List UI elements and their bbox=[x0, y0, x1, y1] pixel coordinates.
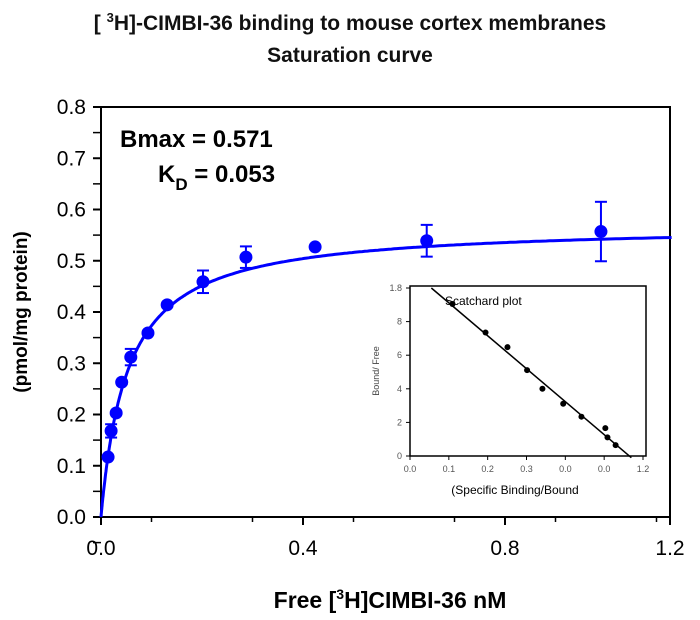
inset-regression-line bbox=[430, 287, 632, 459]
bmax-annotation: Bmax = 0.571 bbox=[120, 126, 273, 153]
data-point bbox=[594, 225, 608, 239]
x-tick-label: 0.4 bbox=[288, 537, 318, 560]
inset-data-point bbox=[539, 385, 546, 392]
inset-x-axis-label: (Specific Binding/Bound bbox=[451, 483, 578, 497]
y-axis-label: (pmol/mg protein) bbox=[11, 231, 32, 392]
inset-x-tick-label: 0.2 bbox=[481, 464, 494, 474]
inset-x-tick-label: 0.3 bbox=[520, 464, 533, 474]
inset-y-tick-label: 4 bbox=[397, 384, 402, 394]
inset-data-point bbox=[612, 442, 619, 449]
inset-y-tick-label: 2 bbox=[397, 417, 402, 427]
data-point bbox=[101, 450, 115, 464]
inset-data-point bbox=[524, 367, 531, 374]
data-point bbox=[115, 375, 129, 389]
inset-data-point bbox=[449, 300, 456, 307]
inset-y-tick-label: 8 bbox=[397, 317, 402, 327]
inset-x-tick-label: 0.1 bbox=[443, 464, 456, 474]
data-point bbox=[196, 275, 210, 289]
data-point bbox=[160, 298, 174, 312]
inset-x-tick-label: 0.0 bbox=[404, 464, 417, 474]
chart-subtitle: Saturation curve bbox=[267, 44, 433, 67]
inset-data-point bbox=[504, 344, 511, 351]
y-tick-label: 0.4 bbox=[57, 301, 87, 324]
x-tick-label: 1.2 bbox=[655, 537, 684, 560]
x-tick-label: 0.0 bbox=[86, 537, 115, 560]
y-tick-label: 0.3 bbox=[57, 352, 86, 375]
data-point bbox=[141, 326, 155, 340]
x-tick-label: 0.8 bbox=[490, 537, 519, 560]
data-point bbox=[308, 240, 322, 254]
y-tick-label: 0.5 bbox=[57, 250, 86, 273]
data-point bbox=[109, 406, 123, 420]
inset-data-point bbox=[602, 425, 609, 432]
inset-y-axis-label: Bound/ Free bbox=[371, 346, 381, 396]
inset-data-point bbox=[560, 400, 567, 407]
data-point bbox=[420, 234, 434, 248]
y-tick-label: 0.8 bbox=[57, 96, 86, 119]
inset-title: Scatchard plot bbox=[445, 294, 522, 308]
inset-x-tick-label: 0.0 bbox=[559, 464, 572, 474]
data-point bbox=[124, 350, 138, 364]
y-tick-label: 0.1 bbox=[57, 455, 86, 478]
kd-annotation: KD = 0.053 bbox=[158, 161, 275, 194]
data-point bbox=[239, 250, 253, 264]
y-tick-label: 0.6 bbox=[57, 199, 86, 222]
inset-data-point bbox=[482, 329, 489, 336]
y-tick-label: 0.0 bbox=[57, 506, 86, 529]
inset-x-tick-label: 1.2 bbox=[637, 464, 650, 474]
inset-y-tick-label: 1.8 bbox=[389, 283, 402, 293]
inset-data-point bbox=[604, 434, 611, 441]
inset-data-point bbox=[578, 413, 585, 420]
y-tick-label: 0.2 bbox=[57, 404, 86, 427]
data-point bbox=[104, 424, 118, 438]
chart-title: [ 3H]-CIMBI-36 binding to mouse cortex m… bbox=[93, 10, 607, 35]
inset-y-tick-label: 0 bbox=[397, 451, 402, 461]
inset-y-tick-label: 6 bbox=[397, 350, 402, 360]
inset-x-tick-label: 0.0 bbox=[598, 464, 611, 474]
x-axis-label: Free [3H]CIMBI-36 nM bbox=[274, 586, 507, 613]
y-tick-label: 0.7 bbox=[57, 147, 86, 170]
